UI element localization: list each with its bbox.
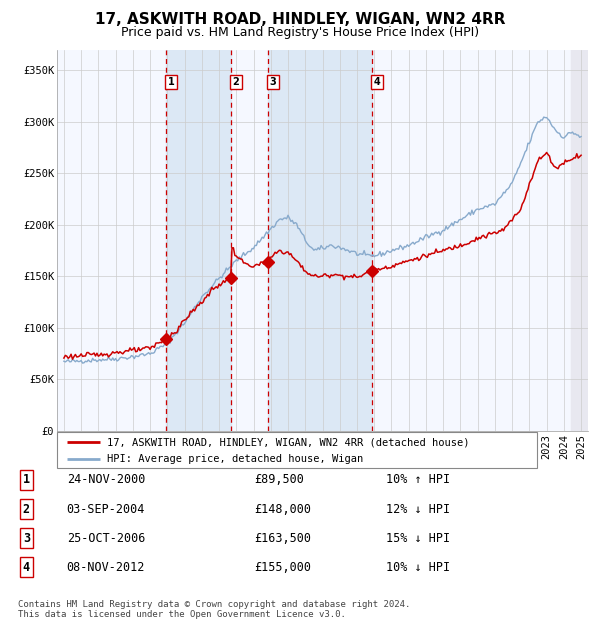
Text: 12% ↓ HPI: 12% ↓ HPI: [386, 503, 451, 515]
Bar: [166, 50, 230, 431]
Text: 10% ↑ HPI: 10% ↑ HPI: [386, 474, 451, 486]
Text: Price paid vs. HM Land Registry's House Price Index (HPI): Price paid vs. HM Land Registry's House …: [121, 26, 479, 39]
Bar: [571, 50, 588, 431]
Text: 4: 4: [23, 561, 30, 574]
Text: 08-NOV-2012: 08-NOV-2012: [67, 561, 145, 574]
Text: HPI: Average price, detached house, Wigan: HPI: Average price, detached house, Wiga…: [107, 454, 364, 464]
Text: 17, ASKWITH ROAD, HINDLEY, WIGAN, WN2 4RR: 17, ASKWITH ROAD, HINDLEY, WIGAN, WN2 4R…: [95, 12, 505, 27]
Text: £89,500: £89,500: [254, 474, 304, 486]
Text: 03-SEP-2004: 03-SEP-2004: [67, 503, 145, 515]
Text: 17, ASKWITH ROAD, HINDLEY, WIGAN, WN2 4RR (detached house): 17, ASKWITH ROAD, HINDLEY, WIGAN, WN2 4R…: [107, 437, 470, 447]
Bar: [268, 50, 371, 431]
Text: 24-NOV-2000: 24-NOV-2000: [67, 474, 145, 486]
Text: 25-OCT-2006: 25-OCT-2006: [67, 532, 145, 544]
Text: 4: 4: [374, 77, 380, 87]
Text: £155,000: £155,000: [254, 561, 311, 574]
Text: 15% ↓ HPI: 15% ↓ HPI: [386, 532, 451, 544]
Text: 1: 1: [23, 474, 30, 486]
Text: Contains HM Land Registry data © Crown copyright and database right 2024.
This d: Contains HM Land Registry data © Crown c…: [18, 600, 410, 619]
Text: 1: 1: [167, 77, 175, 87]
Text: 2: 2: [23, 503, 30, 515]
Text: £148,000: £148,000: [254, 503, 311, 515]
Text: £163,500: £163,500: [254, 532, 311, 544]
Text: 3: 3: [23, 532, 30, 544]
Text: 2: 2: [233, 77, 239, 87]
Text: 10% ↓ HPI: 10% ↓ HPI: [386, 561, 451, 574]
Text: 3: 3: [269, 77, 277, 87]
FancyBboxPatch shape: [57, 432, 537, 468]
